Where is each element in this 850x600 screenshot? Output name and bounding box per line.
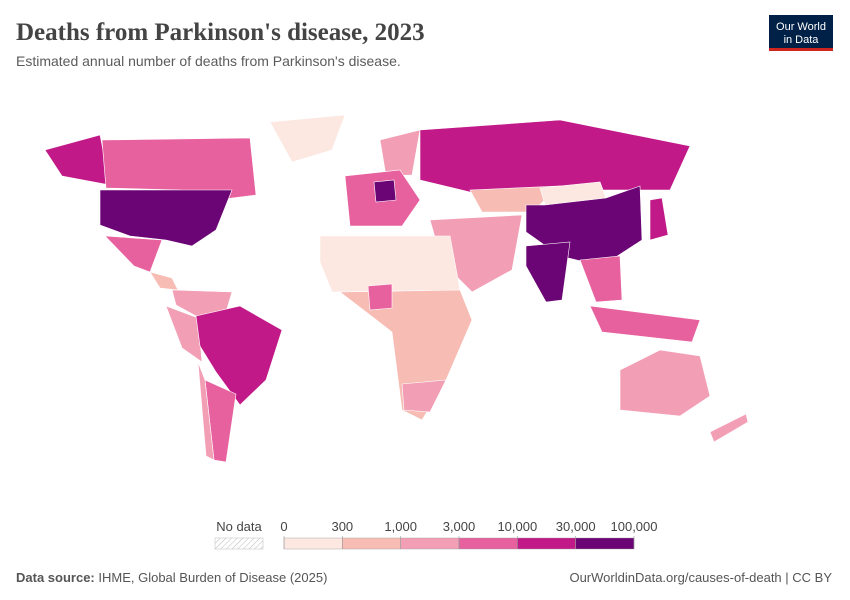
country bbox=[709, 413, 749, 443]
country bbox=[165, 305, 203, 363]
legend-swatch bbox=[342, 537, 401, 550]
country bbox=[44, 134, 111, 186]
country bbox=[367, 283, 393, 311]
logo-text: Our World bbox=[776, 21, 826, 33]
legend-swatch bbox=[400, 537, 460, 550]
title: Deaths from Parkinson's disease, 2023 bbox=[16, 19, 425, 46]
country bbox=[99, 189, 233, 247]
logo: Our World in Data bbox=[769, 15, 833, 51]
logo-text: in Data bbox=[784, 34, 820, 46]
country bbox=[525, 241, 571, 303]
logo-box bbox=[769, 15, 833, 50]
legend-tick-label: 1,000 bbox=[384, 519, 417, 534]
country bbox=[269, 114, 346, 163]
subtitle: Estimated annual number of deaths from P… bbox=[16, 53, 401, 69]
legend-swatch bbox=[517, 537, 576, 550]
no-data-swatch bbox=[214, 537, 264, 550]
no-data-label: No data bbox=[216, 519, 262, 534]
url: OurWorldinData.org/causes-of-death | CC … bbox=[569, 570, 832, 585]
legend-swatch bbox=[283, 537, 343, 550]
country bbox=[195, 305, 283, 406]
source-text: IHME, Global Burden of Disease (2025) bbox=[98, 570, 327, 585]
legend-swatch bbox=[458, 537, 518, 550]
country bbox=[419, 119, 691, 193]
country bbox=[589, 305, 701, 343]
country bbox=[649, 197, 669, 241]
country bbox=[149, 271, 179, 291]
map bbox=[44, 114, 749, 463]
logo-bar bbox=[769, 48, 833, 51]
legend-tick-label: 0 bbox=[280, 519, 287, 534]
country bbox=[197, 361, 215, 461]
country bbox=[104, 235, 163, 273]
legend: No data 0 300 1,000 3,000 10,000 30,000 100,00… bbox=[214, 519, 658, 550]
legend-tick-label: 30,000 bbox=[556, 519, 596, 534]
legend-tick-label: 300 bbox=[331, 519, 353, 534]
country bbox=[379, 129, 421, 177]
legend-tick-label: 3,000 bbox=[443, 519, 476, 534]
legend-tick-label: 10,000 bbox=[497, 519, 537, 534]
country bbox=[373, 179, 397, 203]
source-label: Data source: bbox=[16, 570, 95, 585]
country bbox=[319, 235, 461, 293]
country bbox=[579, 255, 623, 303]
country bbox=[619, 349, 711, 417]
legend-swatch bbox=[575, 537, 635, 550]
country bbox=[401, 379, 447, 413]
source: Data source: IHME, Global Burden of Dise… bbox=[16, 570, 327, 585]
legend-tick-label: 100,000 bbox=[611, 519, 658, 534]
